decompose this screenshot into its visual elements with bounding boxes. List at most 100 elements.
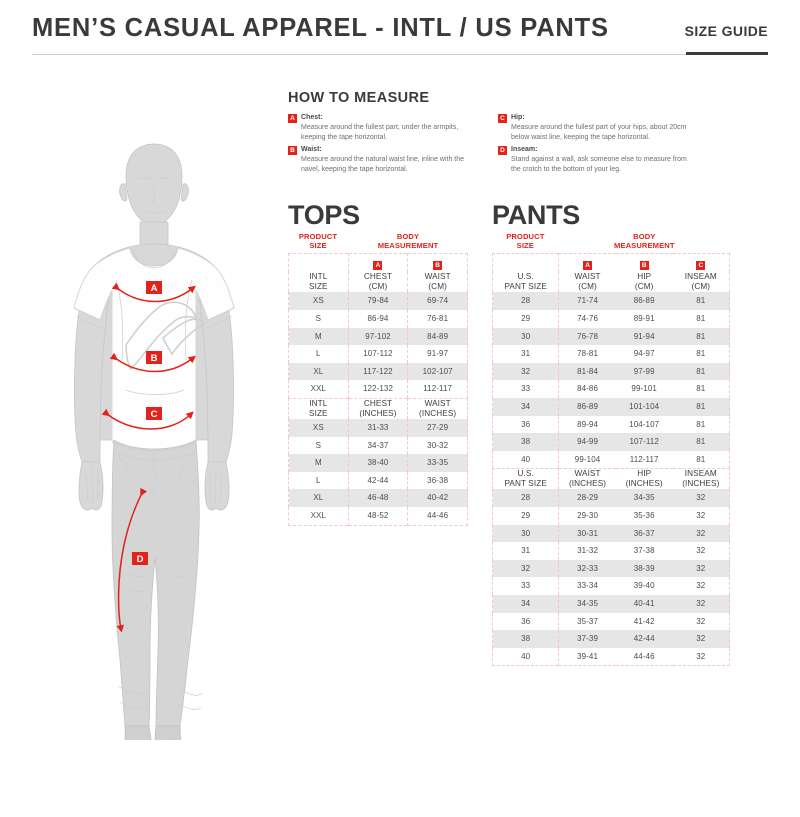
- size-guide-badge: SIZE GUIDE: [684, 23, 768, 39]
- row-value: 94-97: [615, 345, 673, 363]
- row-size-label: 29: [492, 506, 559, 525]
- row-size-label: 32: [492, 362, 559, 381]
- page-header: MEN’S CASUAL APPAREL - INTL / US PANTS S…: [32, 14, 768, 60]
- row-size-label: L: [288, 345, 349, 363]
- table-row: 34 86-89 101-104 81: [492, 397, 730, 416]
- row-value: 36-38: [407, 471, 468, 490]
- row-value: 32: [672, 647, 730, 666]
- pants-cm-header-row: U.S. PANT SIZE WAIST (CM) HIP (CM) INSEAM (C…: [493, 272, 730, 293]
- row-value: 86-89: [615, 292, 673, 310]
- row-size-label: S: [288, 436, 349, 455]
- measurement-figure: .body { fill:#d8d8d8; stroke:#c6c6c6; st…: [30, 140, 280, 740]
- marker-a-icon: A: [583, 261, 593, 271]
- row-size-label: 33: [492, 577, 559, 595]
- row-value: 91-94: [615, 327, 673, 346]
- svg-text:B: B: [151, 353, 158, 364]
- table-row: 38 94-99 107-112 81: [492, 433, 730, 451]
- pants-cm-tag-inseam: C: [673, 254, 730, 273]
- row-value: 39-40: [615, 577, 673, 595]
- table-row: 29 74-76 89-91 81: [492, 310, 730, 328]
- tops-in-col-chest: CHEST (INCHES): [347, 398, 409, 419]
- pants-table-block: PANTS PRODUCT SIZE BODY MEASUREMENT A B C: [492, 200, 730, 667]
- row-value: 33-34: [558, 577, 616, 595]
- row-value: 34-37: [347, 436, 409, 455]
- marker-c-icon: C: [696, 261, 706, 271]
- table-row: L 42-44 36-38: [288, 471, 468, 490]
- tops-cm-tag-blank: [289, 254, 349, 273]
- measure-label-chest: Chest:: [301, 114, 323, 121]
- table-row: M 97-102 84-89: [288, 327, 468, 346]
- table-row: 40 39-41 44-46 32: [492, 647, 730, 666]
- row-value: 38-39: [615, 559, 673, 578]
- row-value: 29-30: [558, 506, 616, 525]
- row-value: 86-94: [347, 310, 409, 328]
- measure-label-inseam: Inseam:: [511, 146, 538, 154]
- pants-in-col-inseam: INSEAM (INCHES): [682, 469, 720, 489]
- row-value: 32: [672, 612, 730, 631]
- row-size-label: 28: [492, 292, 559, 310]
- figure-marker-a: [146, 281, 162, 294]
- row-size-label: 32: [492, 559, 559, 578]
- row-size-label: S: [288, 310, 349, 328]
- table-row: 40 99-104 112-117 81: [492, 450, 730, 469]
- row-value: 81-84: [558, 362, 616, 381]
- row-size-label: XL: [288, 489, 349, 507]
- table-row: 31 31-32 37-38 32: [492, 542, 730, 560]
- table-row: L 107-112 91-97: [288, 345, 468, 363]
- row-value: 27-29: [407, 418, 468, 437]
- row-value: 69-74: [407, 292, 468, 310]
- row-value: 32: [672, 524, 730, 543]
- row-value: 81: [672, 362, 730, 381]
- table-row: 34 34-35 40-41 32: [492, 594, 730, 613]
- measure-item-inseam: D Inseam: Stand against a wall, ask some…: [498, 145, 688, 174]
- pants-in-col-hip: HIP (INCHES): [625, 469, 663, 489]
- marker-c-icon: C: [498, 114, 507, 123]
- mannequin-illustration: .body { fill:#d8d8d8; stroke:#c6c6c6; st…: [73, 143, 235, 740]
- row-value: 89-91: [615, 310, 673, 328]
- row-size-label: M: [288, 454, 349, 472]
- table-row: 32 32-33 38-39 32: [492, 559, 730, 578]
- table-row: M 38-40 33-35: [288, 454, 468, 472]
- row-value: 122-132: [347, 380, 409, 398]
- row-size-label: 40: [492, 647, 559, 666]
- row-value: 46-48: [347, 489, 409, 507]
- marker-b-icon: B: [433, 261, 443, 271]
- row-value: 44-46: [615, 647, 673, 666]
- pants-cm-col-waist: WAIST (CM): [558, 272, 616, 293]
- row-value: 97-102: [347, 327, 409, 346]
- table-row: 31 78-81 94-97 81: [492, 345, 730, 363]
- figure-marker-c: [146, 407, 162, 420]
- row-size-label: XXL: [288, 380, 349, 398]
- row-value: 76-78: [558, 327, 616, 346]
- row-value: 38-40: [347, 454, 409, 472]
- row-value: 31-32: [558, 542, 616, 560]
- row-value: 34-35: [558, 594, 616, 613]
- how-to-measure-section: HOW TO MEASURE A Chest: Measure around t…: [288, 90, 718, 177]
- row-value: 35-36: [615, 506, 673, 525]
- table-row: 38 37-39 42-44 32: [492, 630, 730, 648]
- marker-a-icon: A: [288, 114, 297, 123]
- tops-in-col-intl: INTL SIZE: [309, 398, 328, 418]
- row-size-label: 28: [492, 489, 559, 507]
- table-row: XS 79-84 69-74: [288, 292, 468, 310]
- row-value: 32: [672, 489, 730, 507]
- row-value: 31-33: [347, 418, 409, 437]
- row-value: 74-76: [558, 310, 616, 328]
- pants-group-headers: PRODUCT SIZE BODY MEASUREMENT: [492, 232, 730, 250]
- row-value: 33-35: [407, 454, 468, 472]
- tops-cm-col-waist: WAIST (CM): [424, 272, 451, 292]
- figure-marker-d: [132, 552, 148, 565]
- measure-item-chest: A Chest: Measure around the fullest part…: [288, 113, 478, 142]
- table-row: 30 76-78 91-94 81: [492, 327, 730, 346]
- row-value: 81: [672, 415, 730, 434]
- table-row: 33 84-86 99-101 81: [492, 380, 730, 398]
- row-value: 28-29: [558, 489, 616, 507]
- row-value: 42-44: [347, 471, 409, 490]
- pants-cm-tag-blank: [493, 254, 559, 273]
- pants-cm-tag-hip: B: [616, 254, 673, 273]
- row-value: 99-101: [615, 380, 673, 398]
- table-row: 28 71-74 86-89 81: [492, 292, 730, 310]
- row-size-label: M: [288, 327, 349, 346]
- row-value: 112-117: [407, 380, 468, 398]
- row-value: 84-89: [407, 327, 468, 346]
